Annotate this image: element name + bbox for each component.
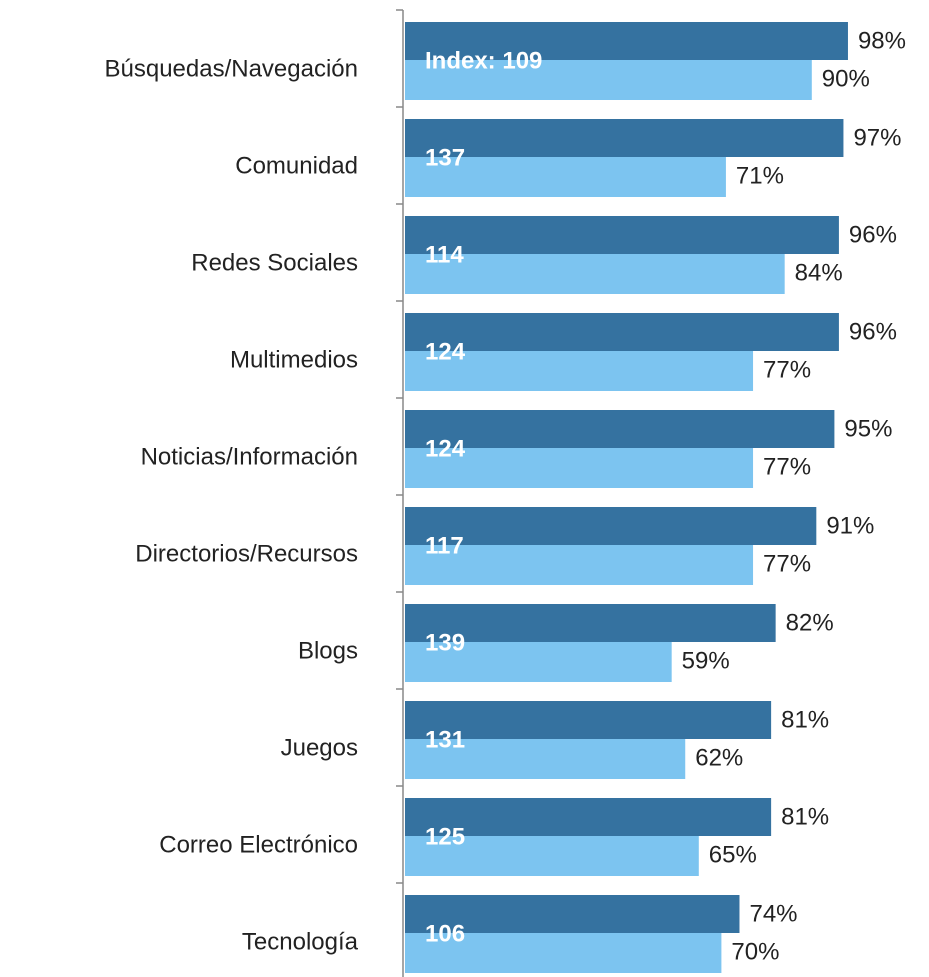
index-label: 125 — [425, 823, 465, 850]
bar — [405, 119, 844, 157]
index-label: 124 — [425, 435, 466, 462]
value-label: 82% — [786, 609, 834, 636]
value-label: 84% — [795, 259, 843, 286]
bar — [405, 798, 772, 836]
category-label: Correo Electrónico — [159, 831, 358, 858]
category-label: Comunidad — [235, 152, 358, 179]
index-label: 137 — [425, 144, 465, 171]
value-label: 96% — [849, 318, 897, 345]
value-label: 77% — [763, 356, 811, 383]
value-label: 81% — [781, 706, 829, 733]
value-label: 95% — [844, 415, 892, 442]
bar — [405, 60, 812, 100]
bar — [405, 836, 699, 876]
bar — [405, 895, 740, 933]
bar — [405, 933, 722, 973]
category-label: Blogs — [298, 637, 358, 664]
bar — [405, 545, 754, 585]
bar — [405, 157, 726, 197]
bar — [405, 313, 839, 351]
bar — [405, 22, 848, 60]
index-label: 139 — [425, 629, 465, 656]
bar — [405, 448, 754, 488]
value-label: 71% — [736, 162, 784, 189]
value-label: 77% — [763, 550, 811, 577]
value-label: 81% — [781, 803, 829, 830]
value-label: 77% — [763, 453, 811, 480]
bar — [405, 351, 754, 391]
value-label: 91% — [826, 512, 874, 539]
value-label: 62% — [695, 744, 743, 771]
bar — [405, 604, 776, 642]
bar — [405, 739, 686, 779]
value-label: 59% — [682, 647, 730, 674]
bar — [405, 216, 839, 254]
value-label: 74% — [749, 900, 797, 927]
value-label: 98% — [858, 27, 906, 54]
value-label: 65% — [709, 841, 757, 868]
index-label: Index: 109 — [425, 47, 542, 74]
bar — [405, 642, 672, 682]
bar — [405, 410, 835, 448]
category-label: Búsquedas/Navegación — [104, 55, 358, 82]
value-label: 97% — [853, 124, 901, 151]
index-label: 114 — [425, 241, 464, 268]
bar — [405, 701, 772, 739]
index-label: 106 — [425, 920, 465, 947]
value-label: 96% — [849, 221, 897, 248]
category-label: Directorios/Recursos — [135, 540, 358, 567]
index-label: 131 — [425, 726, 465, 753]
value-label: 90% — [822, 65, 870, 92]
index-label: 117 — [425, 532, 464, 559]
index-label: 124 — [425, 338, 466, 365]
category-label: Juegos — [281, 734, 358, 761]
category-label: Tecnología — [242, 928, 359, 955]
category-label: Noticias/Información — [141, 443, 358, 470]
value-label: 70% — [731, 938, 779, 965]
bar — [405, 507, 817, 545]
category-label: Multimedios — [230, 346, 358, 373]
bar — [405, 254, 785, 294]
category-label: Redes Sociales — [191, 249, 358, 276]
